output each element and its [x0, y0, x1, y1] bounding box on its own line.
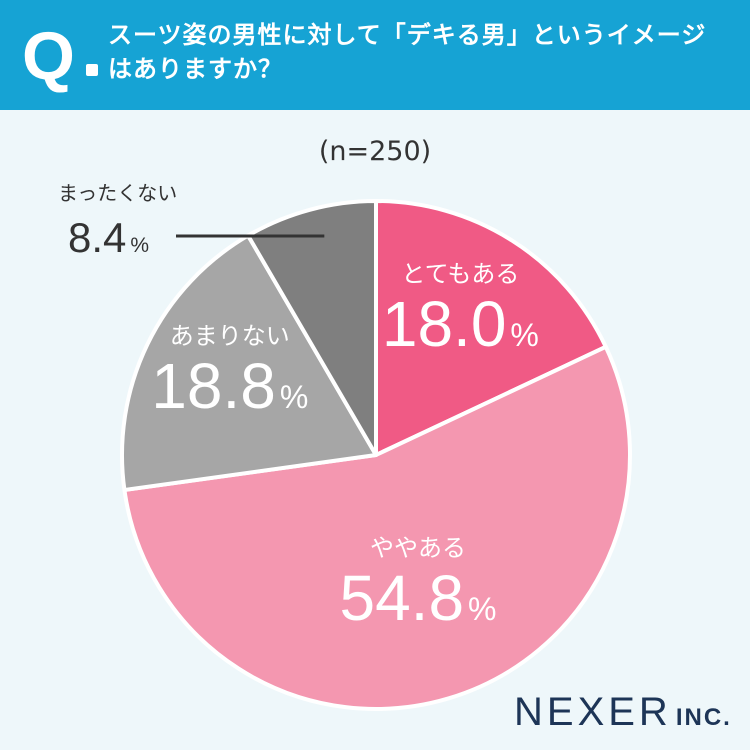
value-somewhat-unit: % — [468, 591, 496, 627]
value-not-really-number: 18.8 — [151, 350, 276, 422]
pie-slice-not-really — [120, 233, 378, 492]
label-not-at-all: まったくない — [58, 181, 177, 205]
brand-suffix: INC. — [675, 704, 732, 731]
label-somewhat: ややある — [370, 534, 466, 562]
value-somewhat: 54.8% — [339, 562, 496, 634]
value-very-much-number: 18.0 — [382, 288, 507, 360]
value-not-at-all-unit: % — [130, 234, 149, 257]
question-text: スーツ姿の男性に対して「デキる男」というイメージ はありますか？ — [108, 18, 738, 86]
question-mark: Q — [22, 18, 75, 94]
question-line-2: はありますか？ — [108, 55, 283, 83]
pie-slices — [120, 199, 632, 711]
label-not-really: あまりない — [170, 322, 290, 350]
value-very-much: 18.0% — [382, 288, 539, 360]
value-not-at-all-number: 8.4 — [68, 214, 126, 261]
brand-name: NEXER — [514, 690, 672, 734]
pie-slice-very-much — [374, 199, 608, 457]
pie-slice-somewhat — [122, 344, 632, 711]
question-line-1: スーツ姿の男性に対して「デキる男」というイメージ — [108, 21, 707, 49]
value-not-really: 18.8% — [151, 350, 308, 422]
question-mark-dot — [86, 64, 98, 76]
question-header: Q スーツ姿の男性に対して「デキる男」というイメージ はありますか？ — [0, 0, 750, 110]
label-very-much: とてもある — [401, 260, 519, 288]
value-very-much-unit: % — [510, 317, 538, 353]
brand-logo: NEXER INC. — [514, 690, 732, 735]
pie-slice-not-at-all — [246, 199, 378, 457]
sample-size: (n=250) — [318, 136, 432, 167]
value-not-at-all: 8.4% — [68, 214, 149, 261]
value-not-really-unit: % — [280, 379, 308, 415]
value-somewhat-number: 54.8 — [339, 562, 464, 634]
